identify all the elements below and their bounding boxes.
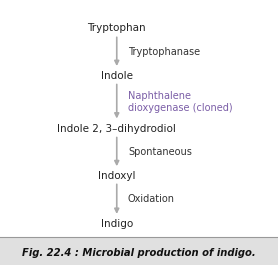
- Text: Indole 2, 3–dihydrodiol: Indole 2, 3–dihydrodiol: [57, 123, 176, 134]
- Text: Indole: Indole: [101, 70, 133, 81]
- Text: Tryptophan: Tryptophan: [88, 23, 146, 33]
- Text: Tryptophanase: Tryptophanase: [128, 47, 200, 57]
- Text: Indoxyl: Indoxyl: [98, 171, 135, 181]
- Text: Spontaneous: Spontaneous: [128, 147, 192, 157]
- FancyBboxPatch shape: [0, 237, 278, 265]
- Text: Oxidation: Oxidation: [128, 194, 175, 204]
- Text: Indigo: Indigo: [101, 219, 133, 229]
- Text: Fig. 22.4 : Microbial production of indigo.: Fig. 22.4 : Microbial production of indi…: [22, 248, 256, 258]
- Text: Naphthalene
dioxygenase (cloned): Naphthalene dioxygenase (cloned): [128, 91, 232, 113]
